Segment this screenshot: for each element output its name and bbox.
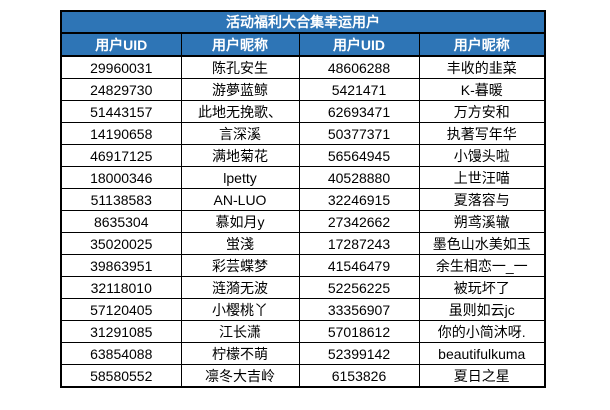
uid-cell: 24829730 xyxy=(60,78,182,101)
nickname-cell: 游夢蓝鲸 xyxy=(180,78,300,101)
uid-cell: 27342662 xyxy=(298,210,420,233)
uid-cell: 32246915 xyxy=(298,188,420,211)
uid-cell: 40528880 xyxy=(298,166,420,189)
uid-cell: 56564945 xyxy=(298,144,420,167)
nickname-cell: 蛍淺 xyxy=(180,232,300,255)
nickname-cell: 柠檬不萌 xyxy=(180,342,300,365)
table-row: 57120405 小樱桃丫 33356907 虽则如云jc xyxy=(60,298,546,321)
uid-cell: 58580552 xyxy=(60,364,182,388)
nickname-cell: 你的小简沐呀. xyxy=(418,320,546,343)
table-row: 29960031 陈孔安生 48606288 丰收的韭菜 xyxy=(60,55,546,79)
table-row: 58580552 凛冬大吉岭 6153826 夏日之星 xyxy=(60,364,546,388)
table-row: 51138583 AN-LUO 32246915 夏落容与 xyxy=(60,188,546,211)
nickname-cell: 满地菊花 xyxy=(180,144,300,167)
table-row: 63854088 柠檬不萌 52399142 beautifulkuma xyxy=(60,342,546,365)
nickname-cell: 朔鸢溪辙 xyxy=(418,210,546,233)
nickname-cell: 江长潇 xyxy=(180,320,300,343)
nickname-cell: 此地无挽歌、 xyxy=(180,100,300,123)
nickname-cell: 万方安和 xyxy=(418,100,546,123)
nickname-cell: 陈孔安生 xyxy=(180,55,300,79)
uid-cell: 57018612 xyxy=(298,320,420,343)
nickname-cell: 被玩坏了 xyxy=(418,276,546,299)
uid-cell: 52256225 xyxy=(298,276,420,299)
table-row: 8635304 慕如月y 27342662 朔鸢溪辙 xyxy=(60,210,546,233)
nickname-cell: 夏落容与 xyxy=(418,188,546,211)
table-row: 31291085 江长潇 57018612 你的小简沐呀. xyxy=(60,320,546,343)
table-title-row: 活动福利大合集幸运用户 xyxy=(60,10,546,34)
column-header-nickname-right: 用户昵称 xyxy=(418,32,546,57)
table-row: 14190658 言深溪 50377371 执著写年华 xyxy=(60,122,546,145)
uid-cell: 31291085 xyxy=(60,320,182,343)
uid-cell: 50377371 xyxy=(298,122,420,145)
column-header-uid-left: 用户UID xyxy=(60,32,182,57)
uid-cell: 46917125 xyxy=(60,144,182,167)
uid-cell: 51138583 xyxy=(60,188,182,211)
nickname-cell: AN-LUO xyxy=(180,188,300,211)
uid-cell: 48606288 xyxy=(298,55,420,79)
table-title: 活动福利大合集幸运用户 xyxy=(60,10,546,34)
table-row: 35020025 蛍淺 17287243 墨色山水美如玉 xyxy=(60,232,546,255)
nickname-cell: 虽则如云jc xyxy=(418,298,546,321)
nickname-cell: 言深溪 xyxy=(180,122,300,145)
uid-cell: 63854088 xyxy=(60,342,182,365)
lucky-users-table: 活动福利大合集幸运用户 用户UID 用户昵称 用户UID 用户昵称 299600… xyxy=(60,10,546,388)
uid-cell: 5421471 xyxy=(298,78,420,101)
nickname-cell: beautifulkuma xyxy=(418,342,546,365)
nickname-cell: 上世汪喵 xyxy=(418,166,546,189)
nickname-cell: 墨色山水美如玉 xyxy=(418,232,546,255)
nickname-cell: 小樱桃丫 xyxy=(180,298,300,321)
table-header-row: 用户UID 用户昵称 用户UID 用户昵称 xyxy=(60,32,546,57)
nickname-cell: 慕如月y xyxy=(180,210,300,233)
nickname-cell: 彩芸蝶梦 xyxy=(180,254,300,277)
uid-cell: 32118010 xyxy=(60,276,182,299)
table-row: 46917125 满地菊花 56564945 小馒头啦 xyxy=(60,144,546,167)
uid-cell: 39863951 xyxy=(60,254,182,277)
uid-cell: 18000346 xyxy=(60,166,182,189)
uid-cell: 33356907 xyxy=(298,298,420,321)
table-body: 29960031 陈孔安生 48606288 丰收的韭菜 24829730 游夢蓝鲸 542… xyxy=(60,55,546,388)
table-row: 32118010 涟漪无波 52256225 被玩坏了 xyxy=(60,276,546,299)
uid-cell: 8635304 xyxy=(60,210,182,233)
uid-cell: 41546479 xyxy=(298,254,420,277)
table-row: 51443157 此地无挽歌、 62693471 万方安和 xyxy=(60,100,546,123)
nickname-cell: K-暮暖 xyxy=(418,78,546,101)
column-header-uid-right: 用户UID xyxy=(298,32,420,57)
table-row: 18000346 lpetty 40528880 上世汪喵 xyxy=(60,166,546,189)
uid-cell: 29960031 xyxy=(60,55,182,79)
nickname-cell: 余生相恋一_一 xyxy=(418,254,546,277)
nickname-cell: 涟漪无波 xyxy=(180,276,300,299)
uid-cell: 57120405 xyxy=(60,298,182,321)
nickname-cell: 夏日之星 xyxy=(418,364,546,388)
nickname-cell: lpetty xyxy=(180,166,300,189)
nickname-cell: 丰收的韭菜 xyxy=(418,55,546,79)
table-row: 39863951 彩芸蝶梦 41546479 余生相恋一_一 xyxy=(60,254,546,277)
table-row: 24829730 游夢蓝鲸 5421471 K-暮暖 xyxy=(60,78,546,101)
nickname-cell: 小馒头啦 xyxy=(418,144,546,167)
uid-cell: 17287243 xyxy=(298,232,420,255)
nickname-cell: 执著写年华 xyxy=(418,122,546,145)
uid-cell: 35020025 xyxy=(60,232,182,255)
column-header-nickname-left: 用户昵称 xyxy=(180,32,300,57)
nickname-cell: 凛冬大吉岭 xyxy=(180,364,300,388)
uid-cell: 14190658 xyxy=(60,122,182,145)
uid-cell: 6153826 xyxy=(298,364,420,388)
uid-cell: 62693471 xyxy=(298,100,420,123)
uid-cell: 51443157 xyxy=(60,100,182,123)
uid-cell: 52399142 xyxy=(298,342,420,365)
